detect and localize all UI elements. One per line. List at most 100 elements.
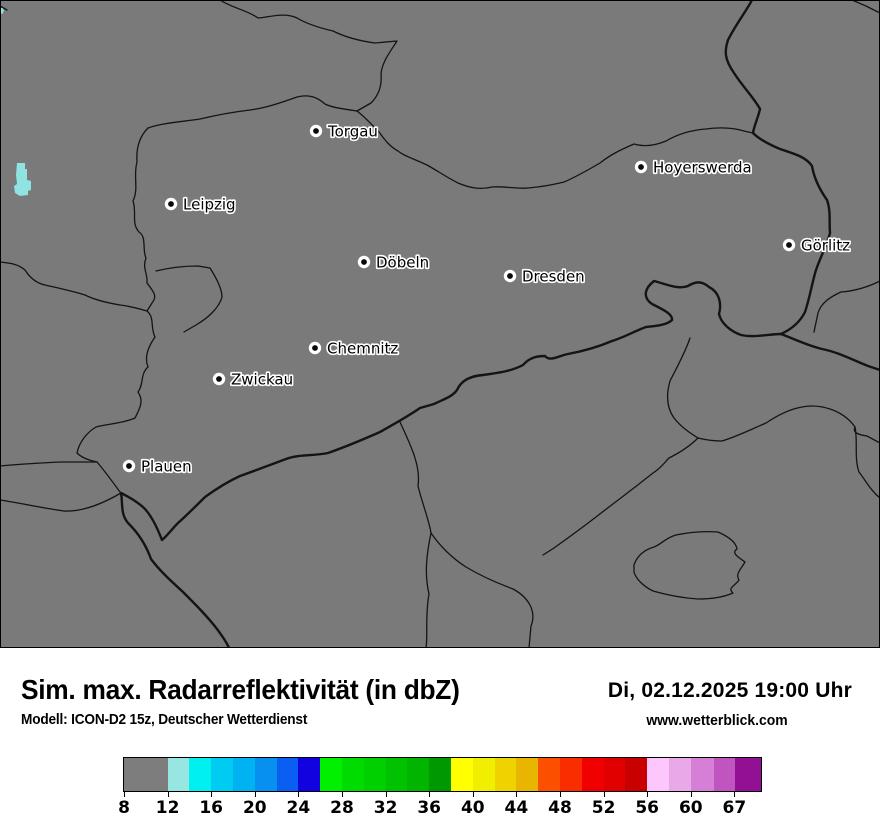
city-label: Zwickau [231, 370, 293, 388]
dbz-tick-mark [167, 792, 169, 797]
state-border-line [542, 437, 699, 556]
state-border-line [219, 0, 398, 112]
footer: Sim. max. Radarreflektivität (in dbZ) Mo… [0, 648, 880, 830]
dbz-tick-label: 28 [330, 798, 354, 818]
dbz-color-segment [516, 758, 539, 791]
dbz-tick-mark [298, 792, 300, 797]
map-land [0, 0, 880, 648]
dbz-color-segment [494, 758, 517, 791]
state-border-line [0, 5, 8, 11]
city-marker-dot [313, 128, 319, 134]
dbz-tick-mark [560, 792, 561, 797]
city-label: Döbeln [376, 253, 429, 271]
map-canvas: Torgau Leipzig Döbeln Dresden Hoyerswerda Gör… [0, 0, 880, 648]
state-border-line [356, 110, 754, 190]
dbz-color-segment [690, 758, 714, 791]
dbz-color-segment [429, 758, 451, 791]
dbz-color-segment [189, 758, 212, 791]
city-zwickau: Zwickau [212, 369, 295, 390]
dbz-tick-label: 67 [722, 798, 747, 818]
radar-echo [14, 163, 31, 196]
radar-map: Torgau Leipzig Döbeln Dresden Hoyerswerda Gör… [0, 0, 880, 648]
city-label: Hoyerswerda [653, 158, 752, 176]
state-border-line [430, 532, 534, 648]
city-label: Leipzig [183, 195, 236, 213]
dbz-color-segment [538, 758, 560, 791]
dbz-color-segment [625, 758, 648, 791]
city-marker-dot [126, 463, 132, 469]
dbz-tick-label: 52 [591, 798, 616, 818]
dbz-colorbar-segments [123, 757, 762, 792]
dbz-tick-label: 16 [199, 798, 224, 818]
state-border-line [851, 0, 880, 14]
country-border-line [119, 279, 783, 648]
dbz-tick-label: 40 [460, 798, 485, 818]
city-marker-dot [168, 201, 174, 207]
dbz-tick-label: 32 [373, 798, 398, 818]
city-label: Chemnitz [327, 339, 398, 357]
city-marker-dot [786, 242, 792, 248]
city-görlitz: Görlitz [782, 235, 852, 256]
city-marker-dot [312, 345, 318, 351]
country-border-line [724, 0, 832, 336]
dbz-tick-label: 24 [286, 798, 311, 818]
dbz-color-segment [559, 758, 582, 791]
dbz-color-segment [211, 758, 233, 791]
state-border-line [147, 95, 358, 129]
state-border-line [633, 530, 746, 600]
dbz-tick-mark [734, 792, 736, 797]
dbz-color-segment [407, 758, 430, 791]
dbz-tick-mark [603, 792, 605, 797]
city-marker-dot [638, 164, 644, 170]
website-credit: www.wetterblick.com [646, 712, 788, 729]
dbz-tick-mark [124, 792, 125, 797]
country-border-line [779, 332, 880, 372]
dbz-color-segment [232, 758, 255, 791]
dbz-color-segment [254, 758, 277, 791]
city-label: Plauen [141, 457, 192, 475]
dbz-tick-label: 44 [504, 798, 529, 818]
dbz-color-segment [603, 758, 626, 791]
state-border-line [813, 280, 880, 333]
state-border-line [854, 426, 880, 499]
dbz-tick-mark [342, 792, 343, 797]
state-border-line [76, 127, 156, 493]
page-title: Sim. max. Radarreflektivität (in dbZ) [21, 674, 460, 705]
dbz-color-segment [581, 758, 604, 791]
dbz-tick-label: 60 [678, 798, 703, 818]
state-border-line [0, 492, 122, 512]
city-label: Torgau [327, 122, 378, 140]
city-marker-dot [507, 273, 513, 279]
dbz-color-segment [713, 758, 735, 791]
state-border-line [155, 265, 223, 333]
dbz-color-segment [647, 758, 669, 791]
city-leipzig: Leipzig [164, 194, 237, 215]
forecast-datetime: Di, 02.12.2025 19:00 Uhr [607, 679, 852, 702]
city-dresden: Dresden [503, 266, 586, 287]
city-hoyerswerda: Hoyerswerda [634, 157, 753, 178]
dbz-tick-label: 20 [242, 798, 267, 818]
dbz-tick-label: 56 [635, 798, 660, 818]
dbz-tick-label: 48 [548, 798, 572, 818]
dbz-color-segment [385, 758, 408, 791]
dbz-color-segment [450, 758, 473, 791]
dbz-color-segment [124, 758, 168, 791]
city-torgau: Torgau [309, 121, 380, 142]
dbz-tick-mark [254, 792, 256, 797]
dbz-tick-mark [429, 792, 431, 797]
dbz-tick-label: 12 [155, 798, 180, 818]
dbz-color-segment [472, 758, 495, 791]
dbz-color-segment [276, 758, 299, 791]
dbz-colorbar: 8 12 16 20 24 28 32 36 40 44 48 52 56 60 67 [118, 757, 762, 819]
city-plauen: Plauen [122, 456, 193, 477]
dbz-color-segment [298, 758, 321, 791]
city-label: Görlitz [801, 236, 850, 254]
dbz-tick-mark [647, 792, 649, 797]
dbz-color-segment [363, 758, 386, 791]
dbz-color-segment [320, 758, 342, 791]
city-döbeln: Döbeln [357, 252, 431, 273]
city-label: Dresden [522, 267, 585, 285]
dbz-color-segment [167, 758, 190, 791]
dbz-tick-mark [385, 792, 387, 797]
